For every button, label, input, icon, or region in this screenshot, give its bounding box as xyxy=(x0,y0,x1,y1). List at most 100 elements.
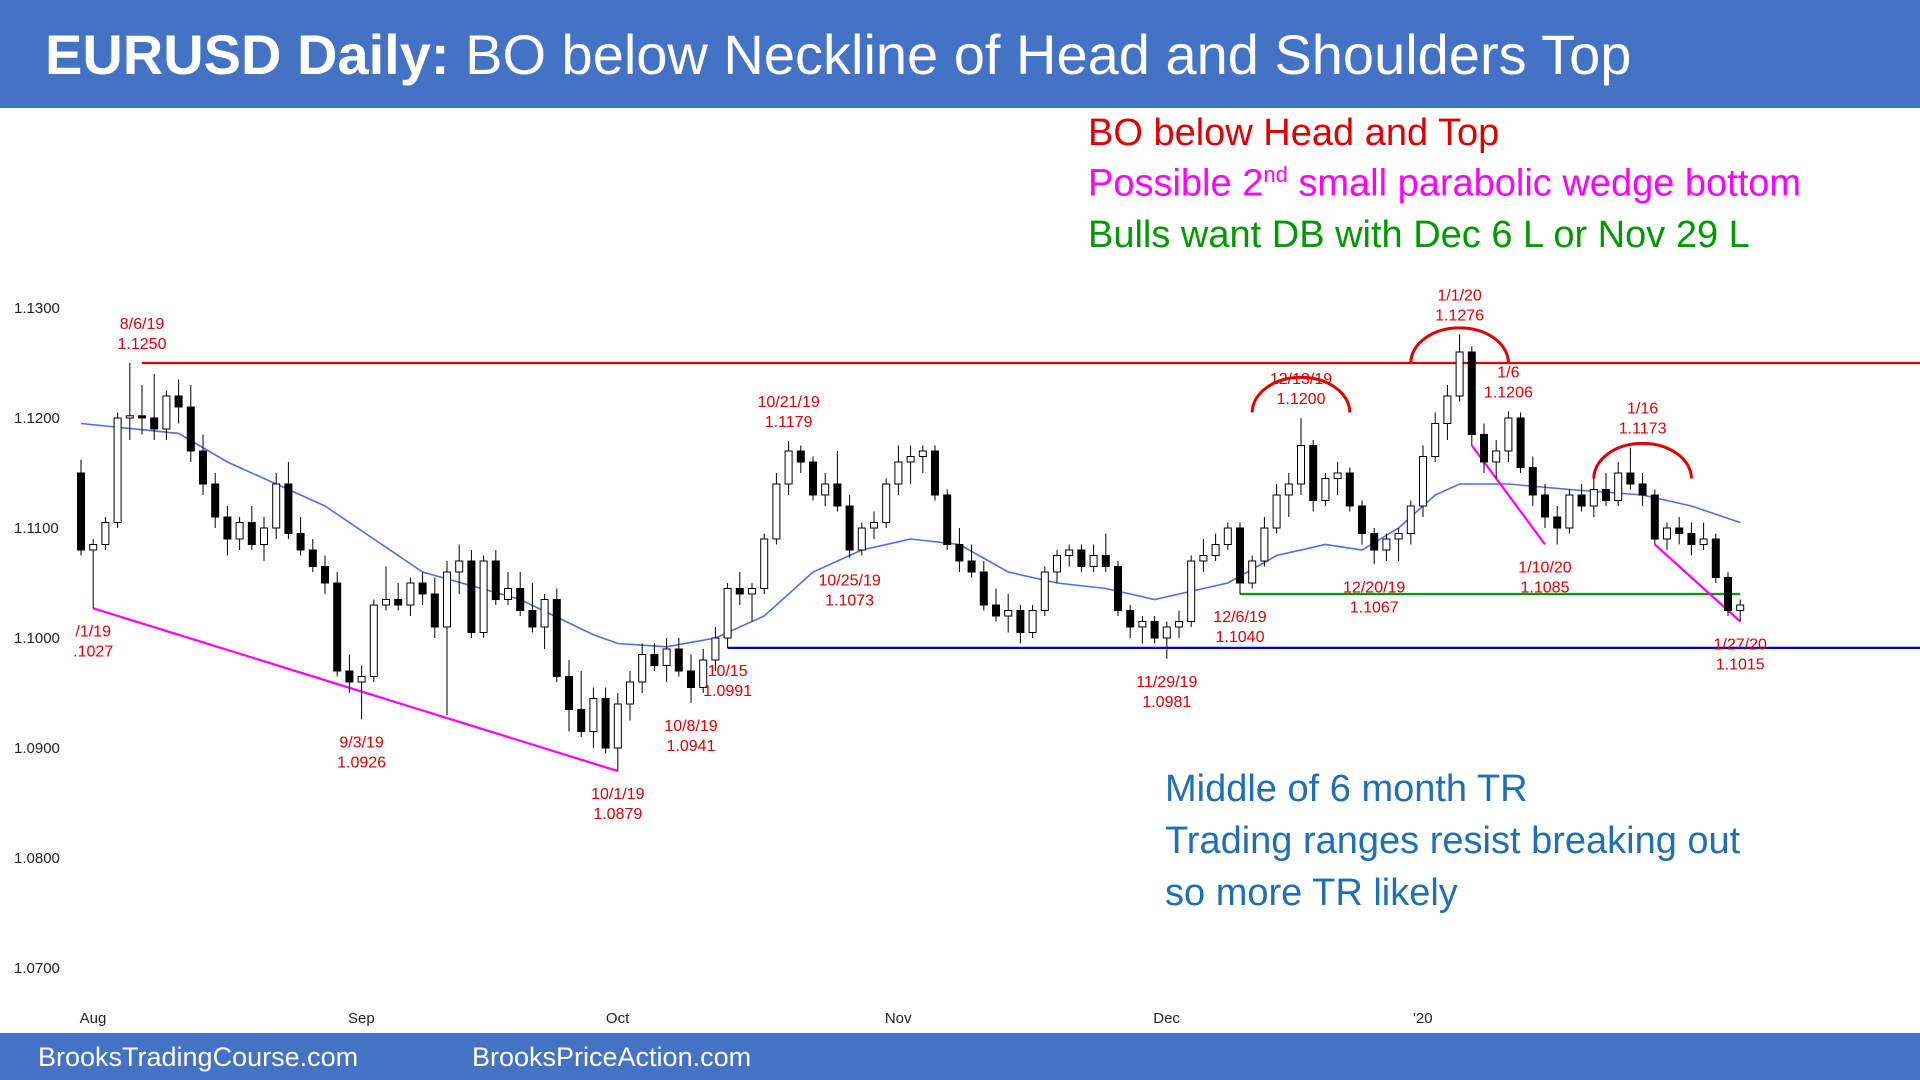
x-tick-label: Oct xyxy=(606,1010,630,1027)
candle-body xyxy=(223,516,232,540)
candle-body xyxy=(1004,610,1013,617)
y-tick-label: 1.1000 xyxy=(14,630,60,647)
candle-body xyxy=(674,648,683,672)
annotation-date: 10/15 xyxy=(708,663,748,680)
wedge-1-line xyxy=(92,607,619,773)
annotation-price: 1.0879 xyxy=(593,806,642,823)
candle-body xyxy=(1187,560,1196,622)
annotation-date: 1/6 xyxy=(1497,364,1519,381)
candle-body xyxy=(1480,434,1488,463)
candle-body xyxy=(882,483,891,523)
candle-body xyxy=(199,450,207,485)
candle-body xyxy=(1675,527,1684,534)
candle-body xyxy=(418,582,427,595)
candle-body xyxy=(138,415,146,419)
candle-body xyxy=(1211,544,1220,556)
candle-body xyxy=(1516,417,1525,468)
candle-body xyxy=(235,522,244,540)
candle-body xyxy=(394,599,403,606)
candle-body xyxy=(1638,483,1647,496)
candle-body xyxy=(1528,467,1537,496)
annotation-date: 8/6/19 xyxy=(120,316,165,333)
candle-body xyxy=(821,483,830,496)
candle-body xyxy=(565,676,573,710)
candle-body xyxy=(1345,472,1354,507)
candle-body xyxy=(1150,621,1159,639)
candle-body xyxy=(833,483,842,507)
candle-body xyxy=(1626,472,1635,485)
candle-body xyxy=(443,571,451,628)
candle-body xyxy=(1089,555,1098,567)
note-tr-2: Trading ranges resist breaking out xyxy=(1165,820,1741,862)
candle-body xyxy=(906,456,915,463)
candle-body xyxy=(125,415,134,419)
candle-body xyxy=(430,593,439,628)
candle-body xyxy=(1724,577,1732,611)
candle-body xyxy=(845,505,854,551)
candle-body xyxy=(1394,533,1403,540)
candle-body xyxy=(992,604,1000,617)
footer-link-pa[interactable]: BrooksPriceAction.com xyxy=(472,1042,752,1072)
candle-body xyxy=(723,588,732,639)
candle-body xyxy=(1223,527,1232,545)
annotation-date: 1/27/20 xyxy=(1714,637,1767,654)
candle-body xyxy=(1333,472,1342,479)
annotation-price: 1.1015 xyxy=(1716,657,1765,674)
title-bar: EURUSD Daily: BO below Neckline of Head … xyxy=(0,0,1920,108)
candle-body xyxy=(1443,395,1452,424)
candle-body xyxy=(760,538,769,589)
candle-body xyxy=(1284,483,1293,496)
annotation-date: 10/8/19 xyxy=(664,718,717,735)
candle-body xyxy=(1065,549,1074,556)
candle-body xyxy=(345,670,354,683)
candle-body xyxy=(296,533,305,551)
candle-body xyxy=(943,494,952,545)
left-shoulder-arc xyxy=(1250,375,1352,413)
note-wedge: Possible 2nd small parabolic wedge botto… xyxy=(1088,162,1801,206)
candle-body xyxy=(1028,610,1037,633)
candle-body xyxy=(186,406,195,452)
annotation-price: 1.0926 xyxy=(337,754,386,771)
annotation-price: 1.1067 xyxy=(1350,599,1399,616)
candle-body xyxy=(809,461,817,496)
annotation-price: 1.0991 xyxy=(703,683,752,700)
candle-body xyxy=(1297,445,1305,485)
candle-body xyxy=(638,654,647,683)
candle-body xyxy=(1589,489,1598,507)
note-bo-head: BO below Head and Top xyxy=(1088,112,1500,154)
annotation-date: 12/6/19 xyxy=(1213,609,1266,626)
candle-body xyxy=(1431,423,1440,457)
candle-body xyxy=(211,483,220,518)
right-shoulder-arc xyxy=(1592,441,1693,479)
candle-body xyxy=(1260,527,1269,562)
candle-body xyxy=(1577,494,1586,507)
footer-link-course[interactable]: BrooksTradingCourse.com xyxy=(38,1042,359,1072)
candle-body xyxy=(504,588,512,600)
candle-body xyxy=(308,549,317,567)
candle-body xyxy=(1248,560,1257,584)
annotation-price: 1.0941 xyxy=(667,738,716,755)
y-tick-label: 1.1100 xyxy=(14,520,59,537)
candle-body xyxy=(1321,478,1330,501)
annotation-price: 1.1200 xyxy=(1277,391,1326,408)
candle-body xyxy=(162,395,171,430)
candle-body xyxy=(662,648,671,666)
candle-body xyxy=(1736,604,1745,611)
annotation-date: 11/29/19 xyxy=(1136,674,1197,691)
note-bulls: Bulls want DB with Dec 6 L or Nov 29 L xyxy=(1088,214,1750,256)
candle-body xyxy=(894,461,903,485)
candle-body xyxy=(528,610,537,628)
candle-body xyxy=(1699,538,1708,545)
candle-body xyxy=(1272,494,1281,529)
annotation-date: 12/13/19 xyxy=(1270,371,1332,388)
candle-body xyxy=(979,571,988,606)
candle-body xyxy=(1016,610,1025,633)
footer-bar: BrooksTradingCourse.com BrooksPriceActio… xyxy=(0,1033,1920,1080)
annotation-price: 1.0981 xyxy=(1142,694,1191,711)
note-wedge-sup: nd xyxy=(1263,162,1288,187)
title-symbol: EURUSD Daily: xyxy=(45,23,450,86)
annotation-date: 1/16 xyxy=(1627,401,1658,418)
annotation-date: 1/1/20 xyxy=(1437,287,1482,304)
candle-body xyxy=(918,450,927,457)
